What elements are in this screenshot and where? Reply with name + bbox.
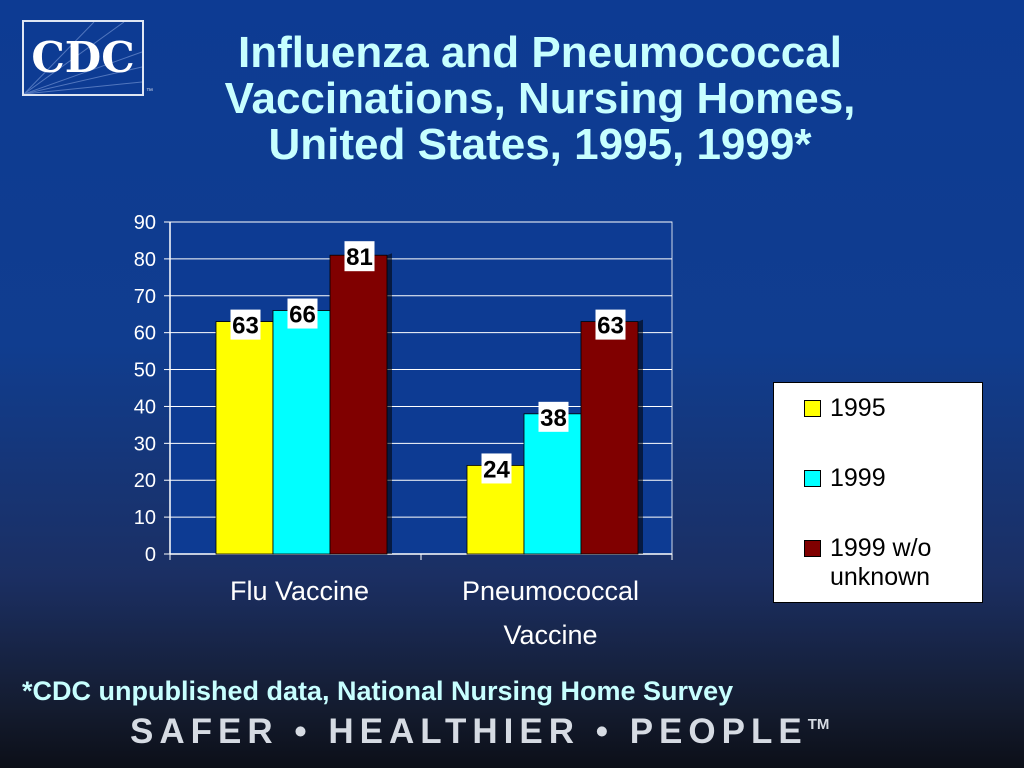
legend-label-1999: 1999 [830,464,886,492]
x-category-label: Pneumococcal [462,576,639,606]
data-label-box [287,298,318,329]
legend-label-1995: 1995 [830,394,886,422]
data-label-box [538,401,569,432]
legend-swatch-1995 [804,400,821,417]
bar [580,321,639,555]
y-tick-label: 10 [134,507,156,529]
x-category-label: Vaccine [503,620,597,650]
legend-label-line-2: unknown [830,563,931,591]
chart-legend: 1995 1999 1999 w/o unknown [773,382,983,603]
data-label: 63 [232,313,259,340]
bar-side [387,253,392,554]
page-title: Influenza and Pneumococcal Vaccinations,… [160,30,920,168]
data-label: 24 [483,456,510,483]
legend-swatch-1999-wo-unknown [804,540,821,557]
cdc-logo: CDC [22,20,144,96]
y-tick-label: 90 [134,212,156,234]
y-tick-label: 20 [134,470,156,492]
data-label: 81 [346,244,373,271]
legend-swatch-1999 [804,470,821,487]
title-line-1: Influenza and Pneumococcal [238,28,842,77]
title-line-3: United States, 1995, 1999* [268,120,812,169]
tagline-trademark: TM [807,716,830,733]
tagline-text: SAFER • HEALTHIER • PEOPLE [130,712,808,751]
tagline: SAFER • HEALTHIER • PEOPLETM [130,712,829,752]
bar [329,254,388,555]
data-label-box [344,241,375,272]
cdc-logo-text: CDC [31,33,134,82]
data-label-box [230,309,261,340]
data-label-box [481,453,512,484]
bar [272,310,331,555]
bar-side [638,319,643,554]
legend-label-1999-wo-unknown: 1999 w/o unknown [830,534,980,592]
x-category-label: Flu Vaccine [230,576,369,606]
y-tick-label: 70 [134,286,156,308]
y-tick-label: 80 [134,249,156,271]
y-tick-label: 60 [134,323,156,345]
bar [523,413,582,555]
y-tick-label: 0 [145,544,156,566]
y-tick-label: 30 [134,433,156,455]
data-label: 38 [540,405,567,432]
logo-trademark: ™ [146,88,153,95]
y-tick-label: 40 [134,396,156,418]
title-line-2: Vaccinations, Nursing Homes, [224,74,856,123]
data-label-box [595,309,626,340]
legend-label-line-1: 1999 w/o [830,534,932,562]
y-tick-label: 50 [134,360,156,382]
bar [215,321,274,555]
data-label: 66 [289,302,316,329]
footnote: *CDC unpublished data, National Nursing … [22,676,734,706]
data-label: 63 [597,313,624,340]
